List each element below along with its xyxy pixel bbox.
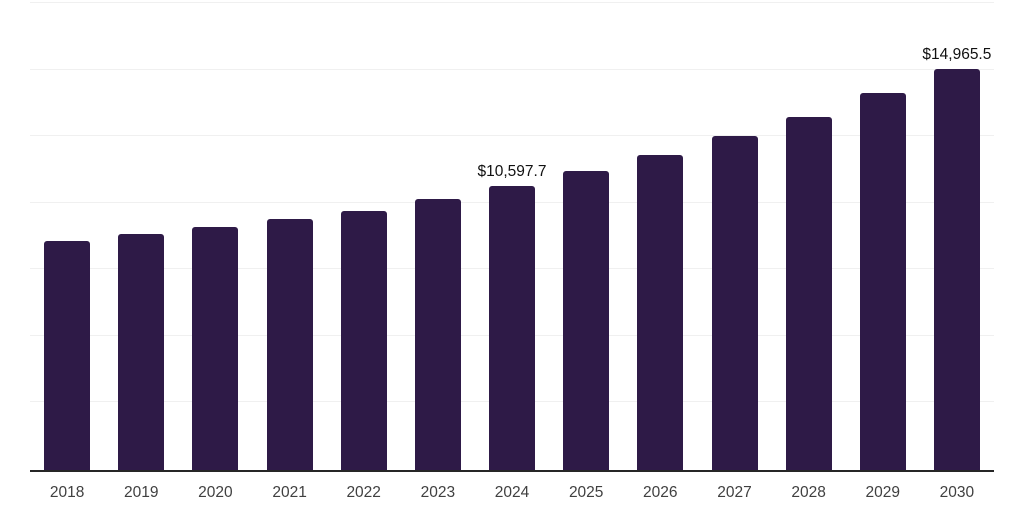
x-tick-label-2026: 2026 [643,484,678,501]
gridline-12500 [30,135,994,136]
bar-2024 [489,185,535,470]
data-label-2024: $10,597.7 [477,162,547,180]
bar-2026 [637,154,684,470]
bar-2025 [563,170,610,470]
gridline-17500 [30,2,994,3]
x-tick-label-2029: 2029 [865,484,901,501]
bar-2022 [340,211,387,470]
bar-2023 [414,199,461,470]
data-label-2030: $14,965.5 [922,46,992,64]
bar-2029 [859,93,906,470]
bar-2020 [192,227,239,470]
bar-2021 [266,219,313,470]
bar-2028 [785,116,832,470]
x-tick-label-2023: 2023 [420,484,456,501]
x-tick-label-2019: 2019 [124,484,159,501]
bar-2027 [711,136,758,470]
x-tick-label-2025: 2025 [568,484,604,501]
x-tick-label-2030: 2030 [939,484,975,501]
bar-2018 [44,241,91,470]
x-tick-label-2018: 2018 [49,484,85,501]
x-tick-label-2028: 2028 [791,484,826,501]
x-tick-label-2024: 2024 [494,484,530,501]
x-tick-label-2027: 2027 [717,484,752,501]
bar-2019 [118,234,165,470]
x-tick-label-2021: 2021 [272,484,307,501]
bar-2030 [933,69,980,470]
x-tick-label-2020: 2020 [198,484,233,501]
x-tick-label-2022: 2022 [346,484,381,501]
x-axis-line [30,470,994,472]
gridline-15000 [30,68,994,70]
